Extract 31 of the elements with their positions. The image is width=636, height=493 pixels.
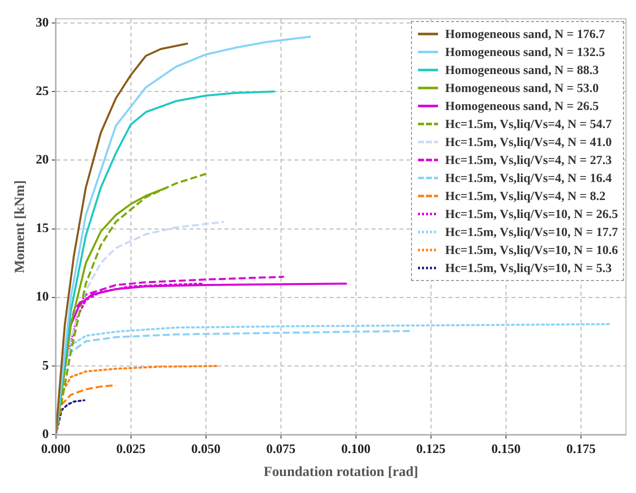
y-axis-title: Moment [kNm] <box>13 180 28 274</box>
x-tick-label: 0.175 <box>566 440 596 456</box>
legend-label: Hc=1.5m, Vs,liq/Vs=4, N = 16.4 <box>445 170 612 187</box>
legend-label: Hc=1.5m, Vs,liq/Vs=4, N = 8.2 <box>445 188 606 205</box>
x-axis-title: Foundation rotation [rad] <box>264 465 418 480</box>
legend-label: Homogeneous sand, N = 132.5 <box>445 44 606 61</box>
y-tick-label: 0 <box>42 426 49 441</box>
legend-label: Hc=1.5m, Vs,liq/Vs=4, N = 41.0 <box>445 134 612 151</box>
x-tick-label: 0.075 <box>266 440 296 456</box>
x-tick-label: 0.100 <box>341 440 371 456</box>
legend-label: Hc=1.5m, Vs,liq/Vs=4, N = 27.3 <box>445 152 612 169</box>
y-tick-label: 20 <box>36 152 49 167</box>
x-tick-label: 0.050 <box>191 440 220 456</box>
legend-label: Homogeneous sand, N = 53.0 <box>445 80 599 97</box>
legend-label: Homogeneous sand, N = 176.7 <box>445 26 606 43</box>
y-tick-label: 30 <box>36 14 49 30</box>
x-tick-label: 0.150 <box>491 440 521 456</box>
x-tick-label: 0.000 <box>41 440 70 456</box>
x-tick-label: 0.125 <box>416 440 446 456</box>
legend-label: Homogeneous sand, N = 88.3 <box>445 62 599 79</box>
y-tick-label: 25 <box>36 82 50 98</box>
legend-label: Hc=1.5m, Vs,liq/Vs=10, N = 17.7 <box>445 224 618 241</box>
legend-label: Hc=1.5m, Vs,liq/Vs=10, N = 26.5 <box>445 206 618 223</box>
y-tick-label: 15 <box>36 220 50 236</box>
legend-label: Hc=1.5m, Vs,liq/Vs=10, N = 10.6 <box>445 242 618 259</box>
x-tick-label: 0.025 <box>116 440 146 456</box>
legend-label: Homogeneous sand, N = 26.5 <box>445 98 599 115</box>
y-tick-label: 5 <box>42 357 50 372</box>
legend-label: Hc=1.5m, Vs,liq/Vs=10, N = 5.3 <box>445 260 612 277</box>
legend-label: Hc=1.5m, Vs,liq/Vs=4, N = 54.7 <box>445 116 612 133</box>
y-tick-label: 10 <box>36 288 49 304</box>
